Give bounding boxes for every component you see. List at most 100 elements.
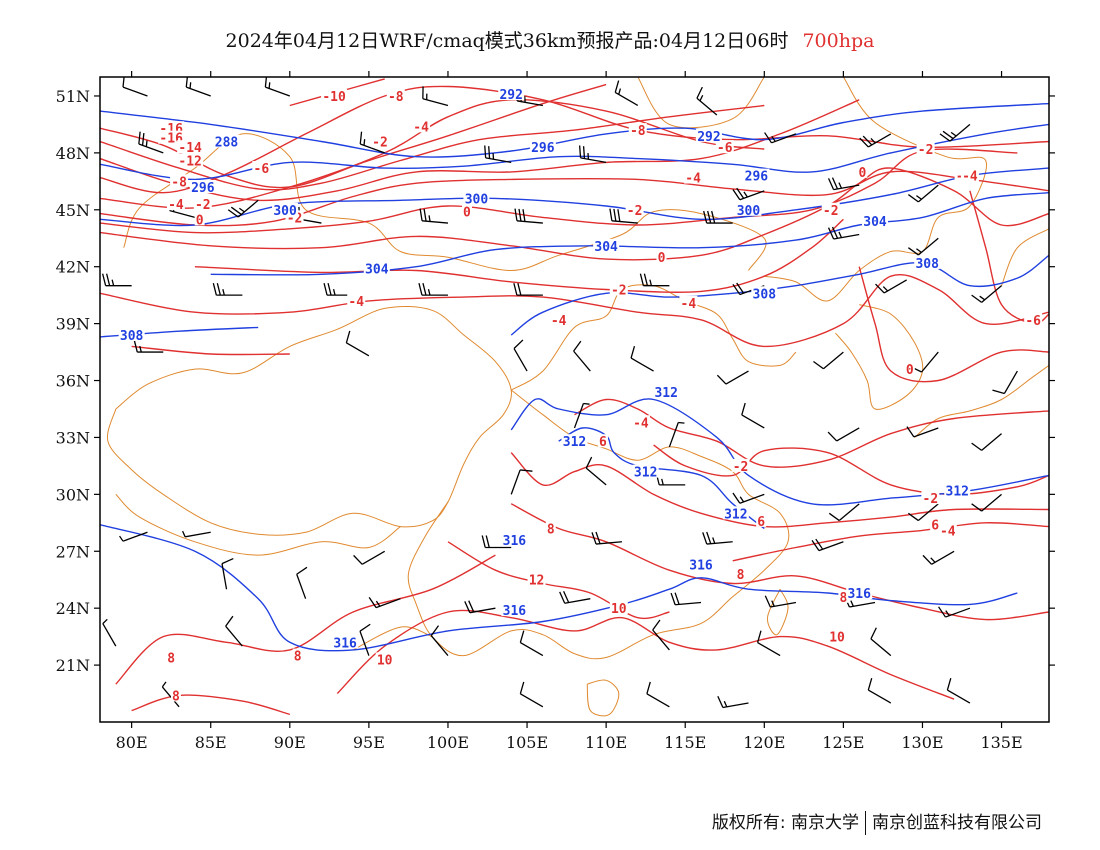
- wind-barb: [579, 145, 607, 164]
- temperature-contours: [100, 78, 1049, 716]
- temperature-contour-label: 0: [463, 206, 471, 221]
- x-tick-label: 110E: [585, 733, 627, 752]
- wind-barb: [756, 630, 781, 657]
- wind-barb: [716, 370, 749, 385]
- x-tick-label: 80E: [116, 733, 148, 752]
- wind-barb: [922, 550, 955, 565]
- temperature-contour-label: 0: [906, 363, 914, 378]
- geopotential-contour-label: 312: [724, 507, 747, 522]
- temperature-contour: [336, 609, 955, 700]
- geopotential-contour-label: 316: [503, 534, 527, 549]
- temperature-contour: [510, 452, 1049, 528]
- wind-barb: [971, 493, 1002, 512]
- geopotential-contour-label: 316: [333, 636, 357, 651]
- wind-barb: [646, 681, 670, 708]
- geopotential-label-bg: [653, 384, 680, 398]
- geopotential-label-bg: [498, 87, 525, 101]
- geopotential-label-bg: [332, 635, 359, 649]
- temperature-label-bg: [461, 204, 472, 218]
- wind-barb: [870, 627, 892, 657]
- geopotential-label-bg: [501, 532, 528, 546]
- wind-barb: [419, 208, 449, 224]
- temperature-label-bg: [609, 282, 628, 296]
- temperature-contour-label: -4: [633, 416, 649, 431]
- wind-barb: [875, 279, 907, 294]
- geopotential-label-bg: [751, 286, 778, 300]
- title-level: 700hpa: [802, 30, 875, 52]
- wind-barb: [418, 283, 448, 296]
- wind-barb: [212, 283, 243, 296]
- map-title: 2024年04月12日WRF/cmaq模式36km预报产品:04月12日06时 7…: [0, 26, 1100, 53]
- temperature-contour-label: -2: [733, 460, 749, 475]
- wind-barb: [464, 600, 496, 614]
- temperature-contour-label: -2: [372, 136, 388, 151]
- y-tick-label: 24N: [56, 599, 90, 618]
- geopotential-label-bg: [118, 328, 145, 341]
- temperature-contour-label: -2: [918, 143, 934, 158]
- temperature-contour: [194, 218, 844, 293]
- geopotential-label-bg: [272, 202, 299, 216]
- geopotential-contour: [100, 123, 1049, 181]
- temperature-contour: [447, 541, 670, 620]
- temperature-contour-label: -6: [254, 162, 270, 177]
- wind-barb: [484, 145, 512, 164]
- temperature-contour: [969, 190, 1049, 325]
- wind-barb: [668, 421, 685, 448]
- temperature-contour-label: -4: [168, 198, 184, 213]
- temperature-contour-label: 8: [547, 523, 555, 538]
- temperature-label-bg: [375, 652, 394, 666]
- wind-barb: [510, 469, 533, 495]
- temperature-contour-label: -4: [413, 120, 429, 135]
- y-tick-label: 36N: [56, 372, 90, 391]
- temperature-label-bg: [731, 458, 750, 472]
- wind-barb: [481, 535, 512, 549]
- geopotential-contour: [100, 524, 1018, 652]
- geopotential-contour: [100, 167, 1049, 227]
- wind-barb: [702, 531, 733, 545]
- y-tick-label: 39N: [56, 315, 90, 334]
- temperature-label-bg: [1024, 312, 1043, 326]
- temperature-label-bg: [177, 140, 204, 154]
- temperature-label-bg: [838, 589, 849, 603]
- temperature-contour-label: 8: [294, 650, 302, 665]
- wind-barb: [585, 456, 607, 486]
- temperature-contour: [574, 398, 1049, 468]
- boundary-line: [766, 588, 789, 636]
- wind-barb: [323, 283, 354, 296]
- axes: 80E 85E 90E 95E 100E 105E 110E 115E 120E 125E 130E…: [56, 71, 1055, 752]
- wind-barb: [811, 538, 844, 552]
- boundary-line: [115, 494, 401, 556]
- y-tick-label: 45N: [56, 201, 90, 220]
- temperature-label-bg: [370, 134, 389, 148]
- wind-barb: [519, 630, 544, 657]
- wind-barb: [430, 625, 449, 657]
- temperature-contour-label: 12: [529, 574, 545, 589]
- temperature-contour-label: -8: [388, 90, 404, 105]
- temperature-label-bg: [170, 688, 181, 702]
- boundary-line: [1001, 228, 1049, 286]
- boundary-line: [123, 133, 767, 272]
- geopotential-contour-label: 292: [697, 130, 720, 145]
- temperature-label-bg: [756, 513, 767, 527]
- x-tick-label: 90E: [274, 733, 306, 752]
- geopotential-contour-label: 304: [365, 263, 389, 278]
- wind-barb: [296, 566, 308, 599]
- temperature-contour-label: 10: [829, 631, 845, 646]
- temperature-label-bg: [549, 312, 568, 326]
- temperature-contour-label: -2: [923, 492, 939, 507]
- geopotential-contour-label: 316: [689, 559, 713, 574]
- geopotential-contour-label: 296: [745, 170, 769, 185]
- wind-barb: [368, 596, 401, 609]
- geopotential-contour-label: 304: [863, 215, 887, 230]
- temperature-contour-label: -14: [178, 141, 202, 156]
- wind-barb: [732, 187, 765, 201]
- temperature-contour: [100, 148, 1018, 234]
- temperature-contour-label: 10: [377, 653, 393, 668]
- temperature-label-bg: [292, 648, 303, 662]
- wind-barb: [992, 370, 1018, 395]
- wind-barb: [591, 531, 623, 545]
- temperature-label-bg: [684, 170, 703, 184]
- geopotential-contour-label: 304: [594, 240, 618, 255]
- temperature-label-bg: [904, 362, 915, 376]
- x-tick-label: 135E: [980, 733, 1022, 752]
